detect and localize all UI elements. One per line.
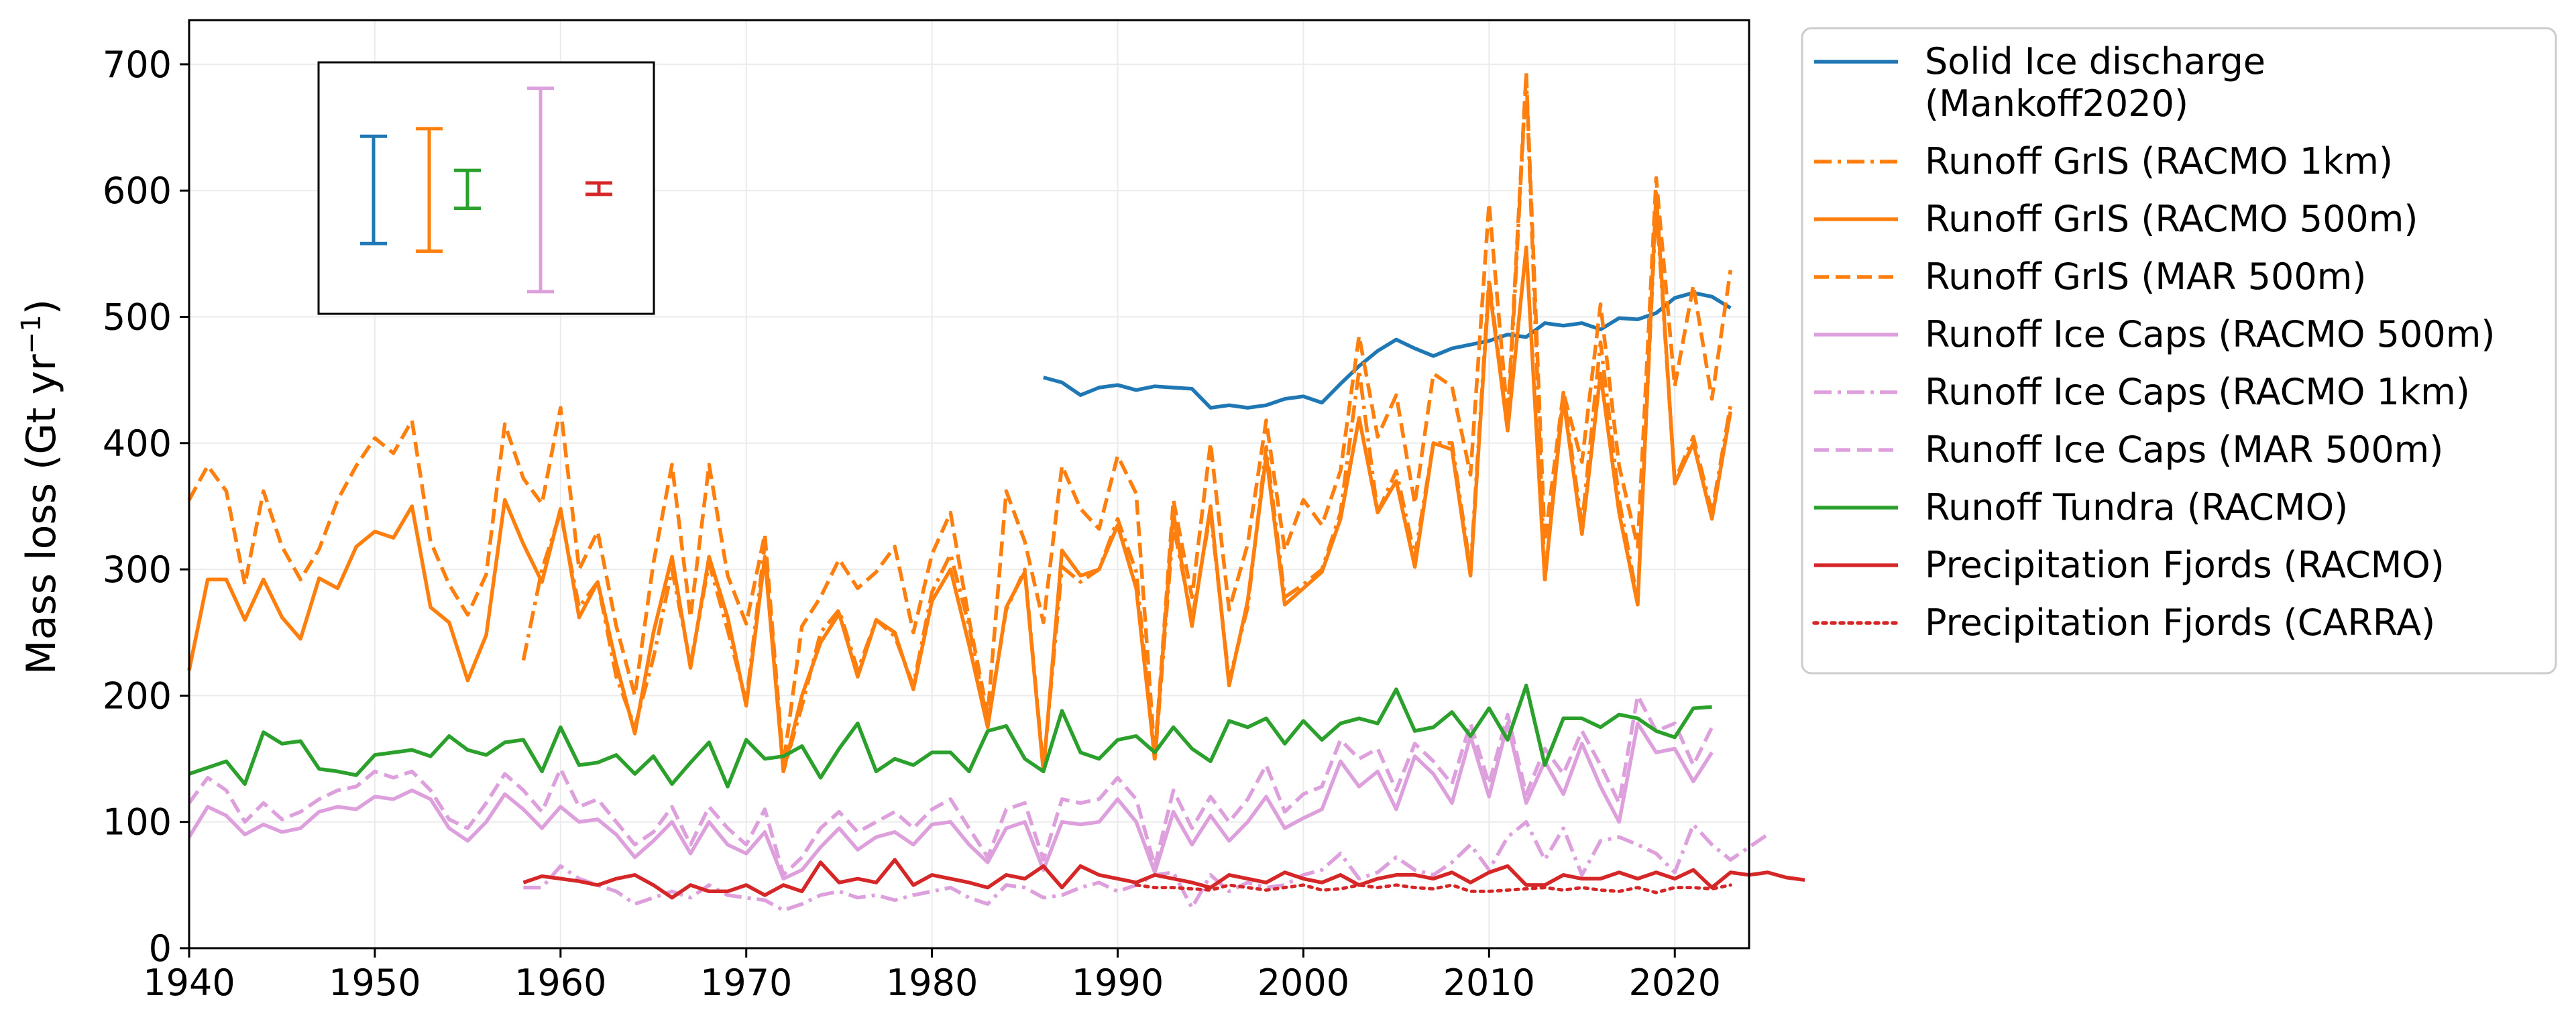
series-line-runoff-gris-mar-500m xyxy=(187,71,1733,767)
y-tick-label: 200 xyxy=(103,675,172,717)
y-axis-title: Mass loss (Gt yr−1) xyxy=(16,299,65,675)
x-tick-label: 1970 xyxy=(700,962,792,1004)
legend-label-precipitation-fjords-racmo: Precipitation Fjords (RACMO) xyxy=(1925,544,2445,586)
series-line-precipitation-fjords-carra xyxy=(1134,883,1732,895)
series-line-solid-ice-discharge-mankoff2020 xyxy=(1043,290,1732,410)
x-tick-label: 1980 xyxy=(886,962,978,1004)
legend-label-runoff-gris-racmo-500m: Runoff GrIS (RACMO 500m) xyxy=(1925,198,2418,240)
legend: Solid Ice discharge (Mankoff2020) Runoff G… xyxy=(1801,27,2557,675)
series-line-precipitation-fjords-racmo xyxy=(522,858,1805,900)
y-tick-label: 500 xyxy=(103,296,172,339)
y-tick-label: 300 xyxy=(103,549,172,591)
x-tick-label: 1960 xyxy=(514,962,606,1004)
plot-frame xyxy=(188,19,1750,950)
y-axis-title-unit-exponent: −1 xyxy=(16,314,47,354)
y-tick-label: 700 xyxy=(103,44,172,86)
legend-label-precipitation-fjords-carra: Precipitation Fjords (CARRA) xyxy=(1925,601,2435,644)
inset-box xyxy=(317,61,655,315)
x-tick-label: 1990 xyxy=(1072,962,1164,1004)
x-tick-label: 2010 xyxy=(1443,962,1535,1004)
legend-label-runoff-tundra-racmo: Runoff Tundra (RACMO) xyxy=(1925,486,2348,528)
axis-ticks: 1940 1950 1960 1970 1980 1990 2000 2010 2020 0 100… xyxy=(103,44,1721,1004)
x-tick-label: 2020 xyxy=(1629,962,1721,1004)
y-tick-label: 600 xyxy=(103,170,172,212)
legend-label-runoff-gris-mar-500m: Runoff GrIS (MAR 500m) xyxy=(1925,255,2366,298)
legend-label-runoff-ice-caps-racmo-1km: Runoff Ice Caps (RACMO 1km) xyxy=(1925,371,2470,413)
y-tick-label: 100 xyxy=(103,801,172,844)
legend-label-runoff-ice-caps-racmo-500m: Runoff Ice Caps (RACMO 500m) xyxy=(1925,313,2495,355)
series-lines xyxy=(187,71,1805,913)
series-line-runoff-tundra-racmo xyxy=(188,683,1712,789)
legend-label-runoff-gris-racmo-1km: Runoff GrIS (RACMO 1km) xyxy=(1925,140,2393,182)
series-line-runoff-ice-caps-mar-500m xyxy=(187,693,1714,877)
uncertainty-inset xyxy=(317,61,655,315)
x-tick-label: 2000 xyxy=(1257,962,1349,1004)
legend-label-runoff-ice-caps-mar-500m: Runoff Ice Caps (MAR 500m) xyxy=(1925,428,2443,471)
y-axis-title-close: ) xyxy=(18,299,65,314)
legend-box xyxy=(1801,27,2557,675)
series-line-runoff-ice-caps-racmo-500m xyxy=(187,722,1714,881)
series-line-runoff-gris-racmo-500m xyxy=(187,191,1733,774)
y-axis-title-main: Mass loss (Gt yr xyxy=(18,354,65,675)
y-tick-label: 0 xyxy=(149,927,172,970)
legend-label-solid-ice-discharge-mankoff2020: Solid Ice discharge (Mankoff2020) xyxy=(1925,40,2265,125)
x-tick-label: 1940 xyxy=(143,962,235,1004)
x-tick-label: 1950 xyxy=(329,962,421,1004)
y-tick-label: 400 xyxy=(103,422,172,465)
